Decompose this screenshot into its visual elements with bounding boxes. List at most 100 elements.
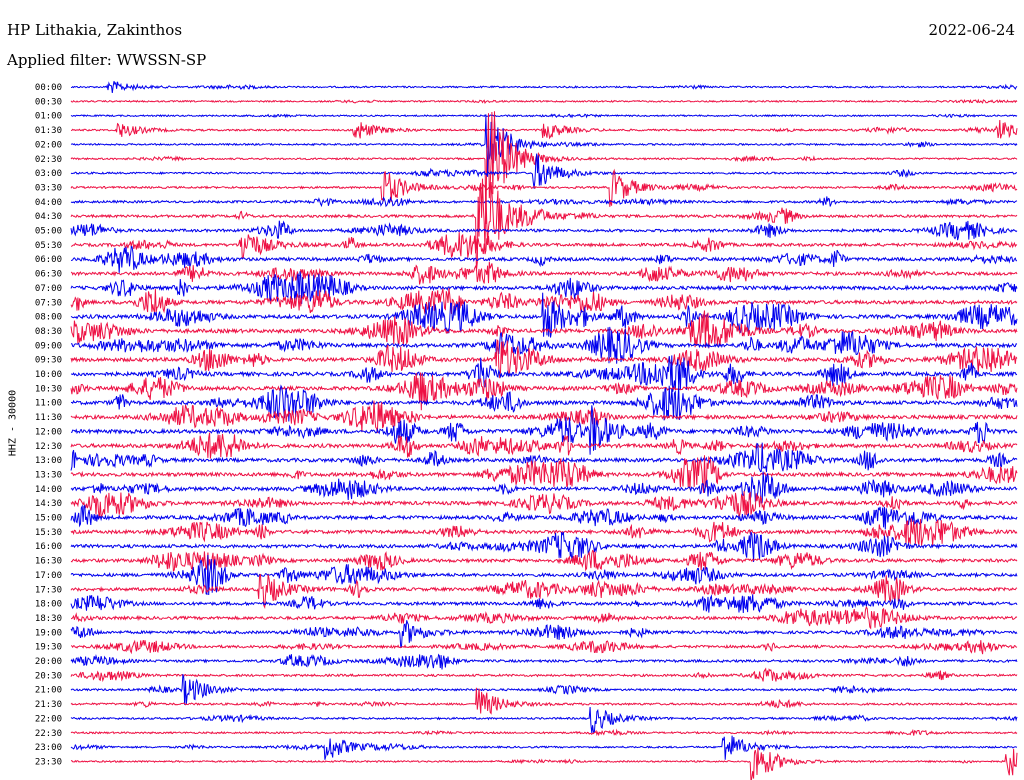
- trace-line: [70, 196, 1018, 208]
- trace-line: [70, 168, 1018, 207]
- time-label: 11:00: [35, 399, 62, 409]
- time-label: 19:30: [35, 643, 62, 653]
- time-label: 09:30: [35, 356, 62, 366]
- trace-line: [70, 261, 1018, 285]
- time-label: 02:00: [35, 140, 62, 150]
- time-label: 02:30: [35, 155, 62, 165]
- trace-line: [70, 288, 1018, 314]
- trace-line: [70, 554, 1018, 596]
- trace-line: [70, 747, 1018, 780]
- trace-line: [70, 153, 1017, 189]
- time-label: 04:30: [35, 212, 62, 222]
- time-label: 03:30: [35, 183, 62, 193]
- filter-label: Applied filter: WWSSN-SP: [7, 51, 207, 69]
- time-label: 19:00: [35, 628, 62, 638]
- time-label: 08:00: [35, 313, 62, 323]
- time-label: 12:00: [35, 427, 62, 437]
- trace-line: [70, 338, 1018, 379]
- trace-line: [70, 687, 1018, 715]
- time-label: 00:00: [35, 83, 62, 93]
- time-label: 16:30: [35, 557, 62, 567]
- time-label: 23:00: [35, 743, 62, 753]
- time-label: 01:30: [35, 126, 62, 136]
- time-label: 00:30: [35, 97, 62, 107]
- time-label: 06:00: [35, 255, 62, 265]
- trace-line: [71, 119, 1018, 140]
- time-label: 10:00: [35, 370, 62, 380]
- trace-line: [70, 455, 1018, 494]
- time-label: 08:30: [35, 327, 62, 337]
- time-label: 23:30: [35, 757, 62, 767]
- time-label: 20:30: [35, 671, 62, 681]
- time-label: 17:30: [35, 585, 62, 595]
- time-label: 12:30: [35, 442, 62, 452]
- trace-line: [71, 326, 1018, 364]
- time-label: 09:00: [35, 341, 62, 351]
- trace-line: [70, 98, 1018, 104]
- trace-line: [70, 653, 1018, 670]
- time-label: 05:00: [35, 227, 62, 237]
- trace-line: [70, 81, 1018, 93]
- trace-line: [70, 384, 1018, 422]
- time-label: 22:00: [35, 714, 62, 724]
- trace-line: [70, 113, 1018, 119]
- time-label: 21:30: [35, 700, 62, 710]
- trace-line: [70, 114, 1018, 177]
- time-label: 21:00: [35, 686, 62, 696]
- time-label: 20:00: [35, 657, 62, 667]
- trace-line: [70, 491, 1018, 519]
- time-label: 11:30: [35, 413, 62, 423]
- trace-line: [70, 310, 1018, 349]
- trace-line: [70, 504, 1018, 530]
- trace-line: [70, 735, 1018, 760]
- time-label: 04:00: [35, 198, 62, 208]
- time-label: 16:00: [35, 542, 62, 552]
- station-title: HP Lithakia, Zakinthos: [7, 21, 183, 39]
- trace-line: [70, 674, 1018, 705]
- time-label: 14:00: [35, 485, 62, 495]
- trace-line: [70, 405, 1018, 455]
- trace-line: [70, 111, 1018, 225]
- trace-line: [70, 620, 1018, 649]
- time-label: 17:00: [35, 571, 62, 581]
- trace-line: [70, 549, 1018, 572]
- trace-line: [70, 220, 1018, 241]
- trace-line: [70, 667, 1018, 683]
- time-label: 01:00: [35, 112, 62, 122]
- trace-line: [70, 442, 1018, 473]
- trace-line: [70, 594, 1018, 614]
- trace-line: [70, 531, 1018, 563]
- trace-line: [71, 245, 1018, 273]
- trace-line: [70, 639, 1018, 655]
- trace-line: [70, 706, 1018, 734]
- time-label: 05:30: [35, 241, 62, 251]
- time-label: 18:30: [35, 614, 62, 624]
- time-label: 06:30: [35, 270, 62, 280]
- trace-line: [70, 232, 1018, 260]
- date-label: 2022-06-24: [928, 21, 1015, 39]
- trace-line: [70, 432, 1018, 459]
- time-label: 15:30: [35, 528, 62, 538]
- time-labels: 00:00 00:30 01:00 01:30 02:00 02:30 03:00 03:30…: [35, 83, 62, 767]
- time-label: 15:00: [35, 514, 62, 524]
- traces: [70, 81, 1018, 780]
- time-label: 10:30: [35, 384, 62, 394]
- trace-line: [71, 605, 1018, 630]
- time-label: 13:00: [35, 456, 62, 466]
- trace-line: [70, 518, 1018, 546]
- time-label: 22:30: [35, 729, 62, 739]
- time-label: 18:00: [35, 600, 62, 610]
- time-label: 03:00: [35, 169, 62, 179]
- trace-line: [70, 355, 1018, 392]
- trace-line: [70, 728, 1018, 737]
- trace-line: [70, 372, 1018, 411]
- time-label: 13:30: [35, 470, 62, 480]
- time-label: 07:30: [35, 298, 62, 308]
- trace-line: [70, 292, 1018, 338]
- time-label: 07:00: [35, 284, 62, 294]
- trace-line: [70, 573, 1018, 609]
- trace-line: [70, 178, 1018, 271]
- trace-line: [70, 400, 1018, 434]
- trace-line: [70, 271, 1018, 304]
